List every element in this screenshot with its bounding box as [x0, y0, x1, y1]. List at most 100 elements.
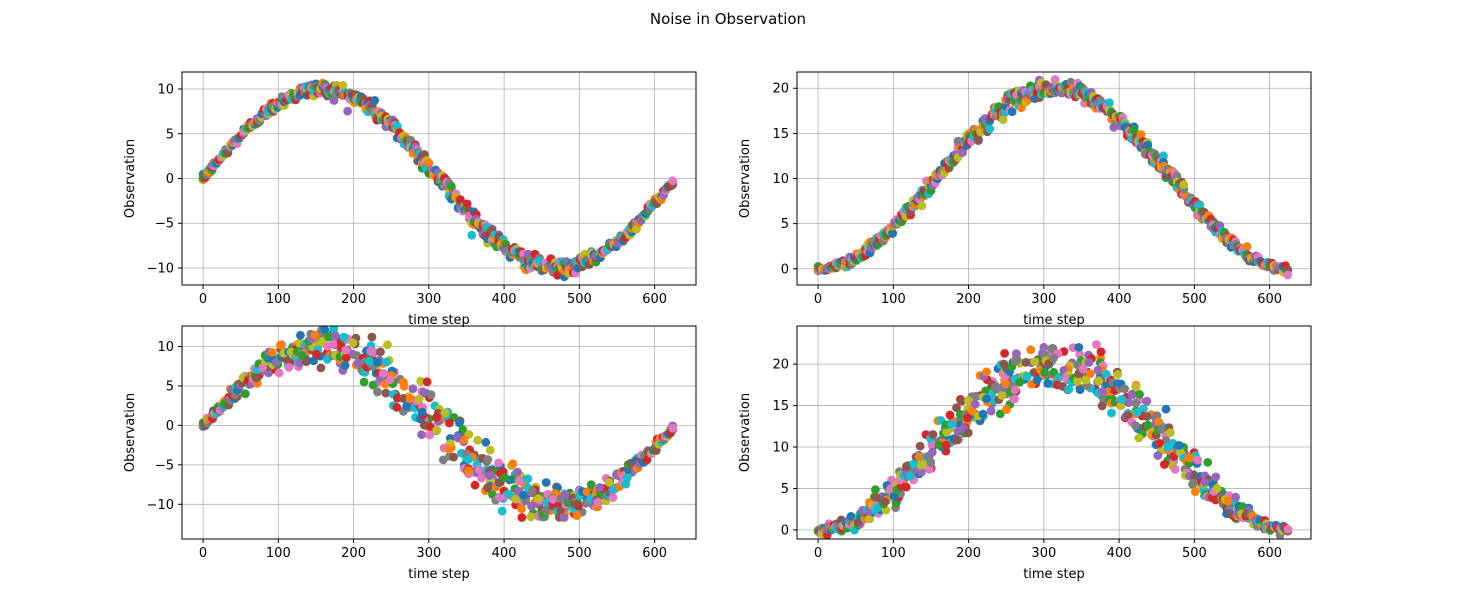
data-point	[1132, 408, 1142, 417]
subplot-1: 0 100 200 300 400 500 600 −10 −5 0 5 10 time step Obs…	[123, 71, 697, 328]
data-point	[494, 492, 504, 502]
x-tick-label: 600	[642, 292, 667, 307]
x-tick-label: 300	[1031, 546, 1056, 561]
data-point	[553, 270, 562, 280]
data-point	[399, 381, 409, 391]
data-point	[445, 418, 454, 428]
data-point	[582, 487, 592, 497]
data-point	[917, 201, 927, 211]
data-point	[338, 81, 348, 90]
data-point	[1032, 375, 1042, 385]
y-tick-label: 0	[166, 172, 174, 187]
data-point	[359, 377, 369, 387]
y-tick-label: 15	[772, 127, 789, 142]
data-point	[408, 384, 418, 394]
data-point	[1136, 130, 1146, 139]
data-point	[1081, 375, 1091, 385]
data-point	[1015, 377, 1025, 387]
data-point	[1211, 472, 1221, 482]
y-tick-label: 0	[781, 262, 789, 277]
data-point	[417, 430, 426, 440]
data-point	[963, 413, 972, 423]
data-point	[570, 499, 580, 509]
data-point	[934, 440, 944, 450]
data-point	[1021, 358, 1031, 367]
data-point	[998, 115, 1008, 125]
data-point	[942, 427, 952, 437]
data-point	[419, 388, 429, 397]
y-tick-label: 5	[166, 127, 174, 142]
data-point	[449, 452, 458, 462]
data-point	[444, 444, 454, 454]
data-point	[593, 497, 603, 507]
data-point	[467, 230, 477, 240]
x-tick-label: 300	[416, 292, 441, 307]
data-point	[267, 347, 277, 357]
data-point	[1098, 387, 1107, 397]
data-point	[1097, 401, 1107, 411]
data-point	[500, 473, 510, 483]
data-point	[586, 480, 596, 489]
y-tick-label: −5	[155, 217, 174, 232]
x-axis-label: time step	[408, 313, 470, 328]
data-point	[1129, 125, 1139, 135]
data-point	[572, 511, 582, 521]
y-tick-label: 10	[157, 83, 174, 98]
data-point	[1131, 398, 1140, 408]
data-point	[475, 465, 484, 474]
data-point	[296, 330, 305, 340]
data-point	[515, 476, 524, 486]
data-point	[560, 491, 570, 501]
data-point	[1131, 421, 1140, 431]
data-point	[1120, 384, 1129, 394]
data-point	[1190, 487, 1200, 497]
data-point	[1039, 342, 1049, 352]
data-point	[1047, 344, 1057, 353]
subplot-4: 0 100 200 300 400 500 600 0 5 10 15 20 time step Obse…	[738, 325, 1312, 582]
data-point	[608, 493, 618, 502]
data-point	[1200, 477, 1210, 487]
data-point	[310, 330, 320, 340]
data-point	[990, 382, 1000, 392]
x-tick-label: 500	[1182, 546, 1207, 561]
data-point	[324, 332, 333, 342]
data-point	[1001, 379, 1011, 389]
data-point	[1123, 411, 1133, 420]
data-point	[508, 459, 518, 469]
data-point	[916, 460, 926, 470]
data-point	[1096, 347, 1106, 357]
data-point	[485, 445, 495, 455]
data-point	[383, 340, 392, 350]
data-point	[402, 401, 411, 411]
data-point	[1092, 340, 1101, 349]
data-point	[527, 486, 537, 496]
data-point	[1104, 98, 1114, 107]
data-point	[494, 458, 503, 468]
scatter-points	[198, 78, 678, 282]
data-point	[1010, 394, 1019, 404]
data-point	[353, 359, 363, 368]
data-point	[1212, 483, 1222, 493]
data-point	[880, 497, 890, 507]
data-point	[432, 412, 441, 422]
data-point	[527, 501, 536, 511]
y-axis-label: Observation	[738, 139, 753, 218]
data-point	[1000, 349, 1009, 358]
data-point	[339, 332, 349, 342]
data-point	[464, 455, 473, 464]
x-tick-label: 600	[1257, 292, 1282, 307]
data-point	[963, 396, 973, 406]
data-point	[1155, 438, 1164, 448]
data-point	[905, 471, 915, 481]
data-point	[595, 483, 604, 492]
x-tick-label: 200	[956, 292, 981, 307]
figure-title: Noise in Observation	[650, 10, 806, 28]
data-point	[251, 373, 261, 383]
data-point	[1157, 424, 1166, 434]
x-tick-label: 0	[814, 546, 822, 561]
data-point	[340, 361, 350, 370]
data-point	[985, 124, 995, 134]
data-point	[485, 471, 494, 480]
data-point	[917, 467, 926, 477]
